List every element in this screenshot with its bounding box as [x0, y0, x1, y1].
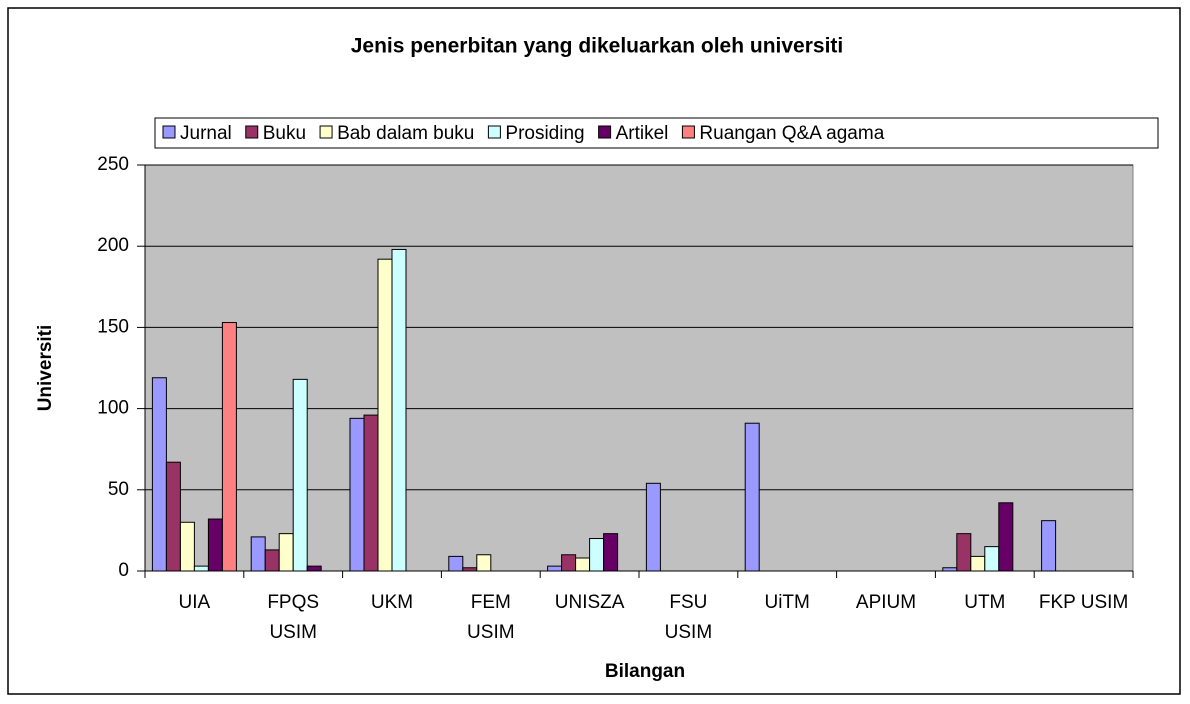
bar — [363, 414, 379, 572]
legend-swatch — [487, 125, 501, 139]
y-tick-label: 250 — [97, 154, 129, 175]
bar — [645, 482, 661, 572]
plot-area — [144, 164, 1134, 572]
bar — [278, 533, 294, 572]
bar — [306, 565, 322, 572]
legend-swatch — [162, 125, 176, 139]
bar — [264, 549, 280, 572]
y-tick-label: 150 — [97, 316, 129, 337]
bar — [221, 322, 237, 572]
chart-title: Jenis penerbitan yang dikeluarkan oleh u… — [351, 35, 844, 58]
bar — [575, 557, 591, 572]
x-tick-label: UTM — [964, 592, 1006, 613]
bar — [603, 533, 619, 572]
x-tick-label: FEM USIM — [467, 592, 515, 643]
bar — [744, 422, 760, 572]
bar — [942, 567, 958, 572]
x-tick-label: FPQS USIM — [267, 592, 320, 643]
bar — [391, 248, 407, 572]
x-axis-label: Bilangan — [605, 661, 685, 682]
bar — [956, 533, 972, 572]
bar — [165, 461, 181, 572]
bar — [179, 521, 195, 572]
legend-label: Ruangan Q&A agama — [699, 123, 884, 144]
bar — [448, 555, 464, 572]
bar — [984, 546, 1000, 572]
x-tick-label: UNISZA — [554, 592, 625, 613]
bar — [250, 536, 266, 572]
legend-label: Bab dalam buku — [337, 123, 474, 144]
bar — [349, 417, 365, 572]
y-tick-label: 100 — [97, 398, 129, 419]
bar — [377, 258, 393, 572]
bar — [151, 377, 167, 572]
bar — [589, 538, 605, 572]
x-tick-label: UKM — [370, 592, 414, 613]
legend-label: Jurnal — [180, 123, 232, 144]
bar — [547, 565, 563, 572]
legend-swatch — [681, 125, 695, 139]
legend-swatch — [319, 125, 333, 139]
legend-box — [154, 117, 1159, 149]
bar — [207, 518, 223, 572]
bar — [561, 554, 577, 572]
bar — [476, 554, 492, 572]
legend-swatch — [598, 125, 612, 139]
x-tick-label: FKP USIM — [1038, 592, 1129, 613]
y-tick-label: 0 — [118, 560, 129, 581]
x-tick-label: UIA — [178, 592, 211, 613]
bar — [998, 502, 1014, 572]
bar — [292, 378, 308, 572]
y-tick-label: 50 — [108, 479, 129, 500]
legend-label: Artikel — [616, 123, 669, 144]
bar — [193, 565, 209, 572]
bar — [1041, 520, 1057, 572]
x-tick-label: UiTM — [764, 592, 810, 613]
x-tick-label: APIUM — [855, 592, 917, 613]
legend-swatch — [245, 125, 259, 139]
bar — [462, 567, 478, 572]
legend-label: Buku — [263, 123, 306, 144]
y-axis-label: Universiti — [35, 325, 56, 412]
bar — [970, 555, 986, 572]
legend-label: Prosiding — [505, 123, 584, 144]
y-tick-label: 200 — [97, 235, 129, 256]
x-tick-label: FSU USIM — [664, 592, 713, 643]
